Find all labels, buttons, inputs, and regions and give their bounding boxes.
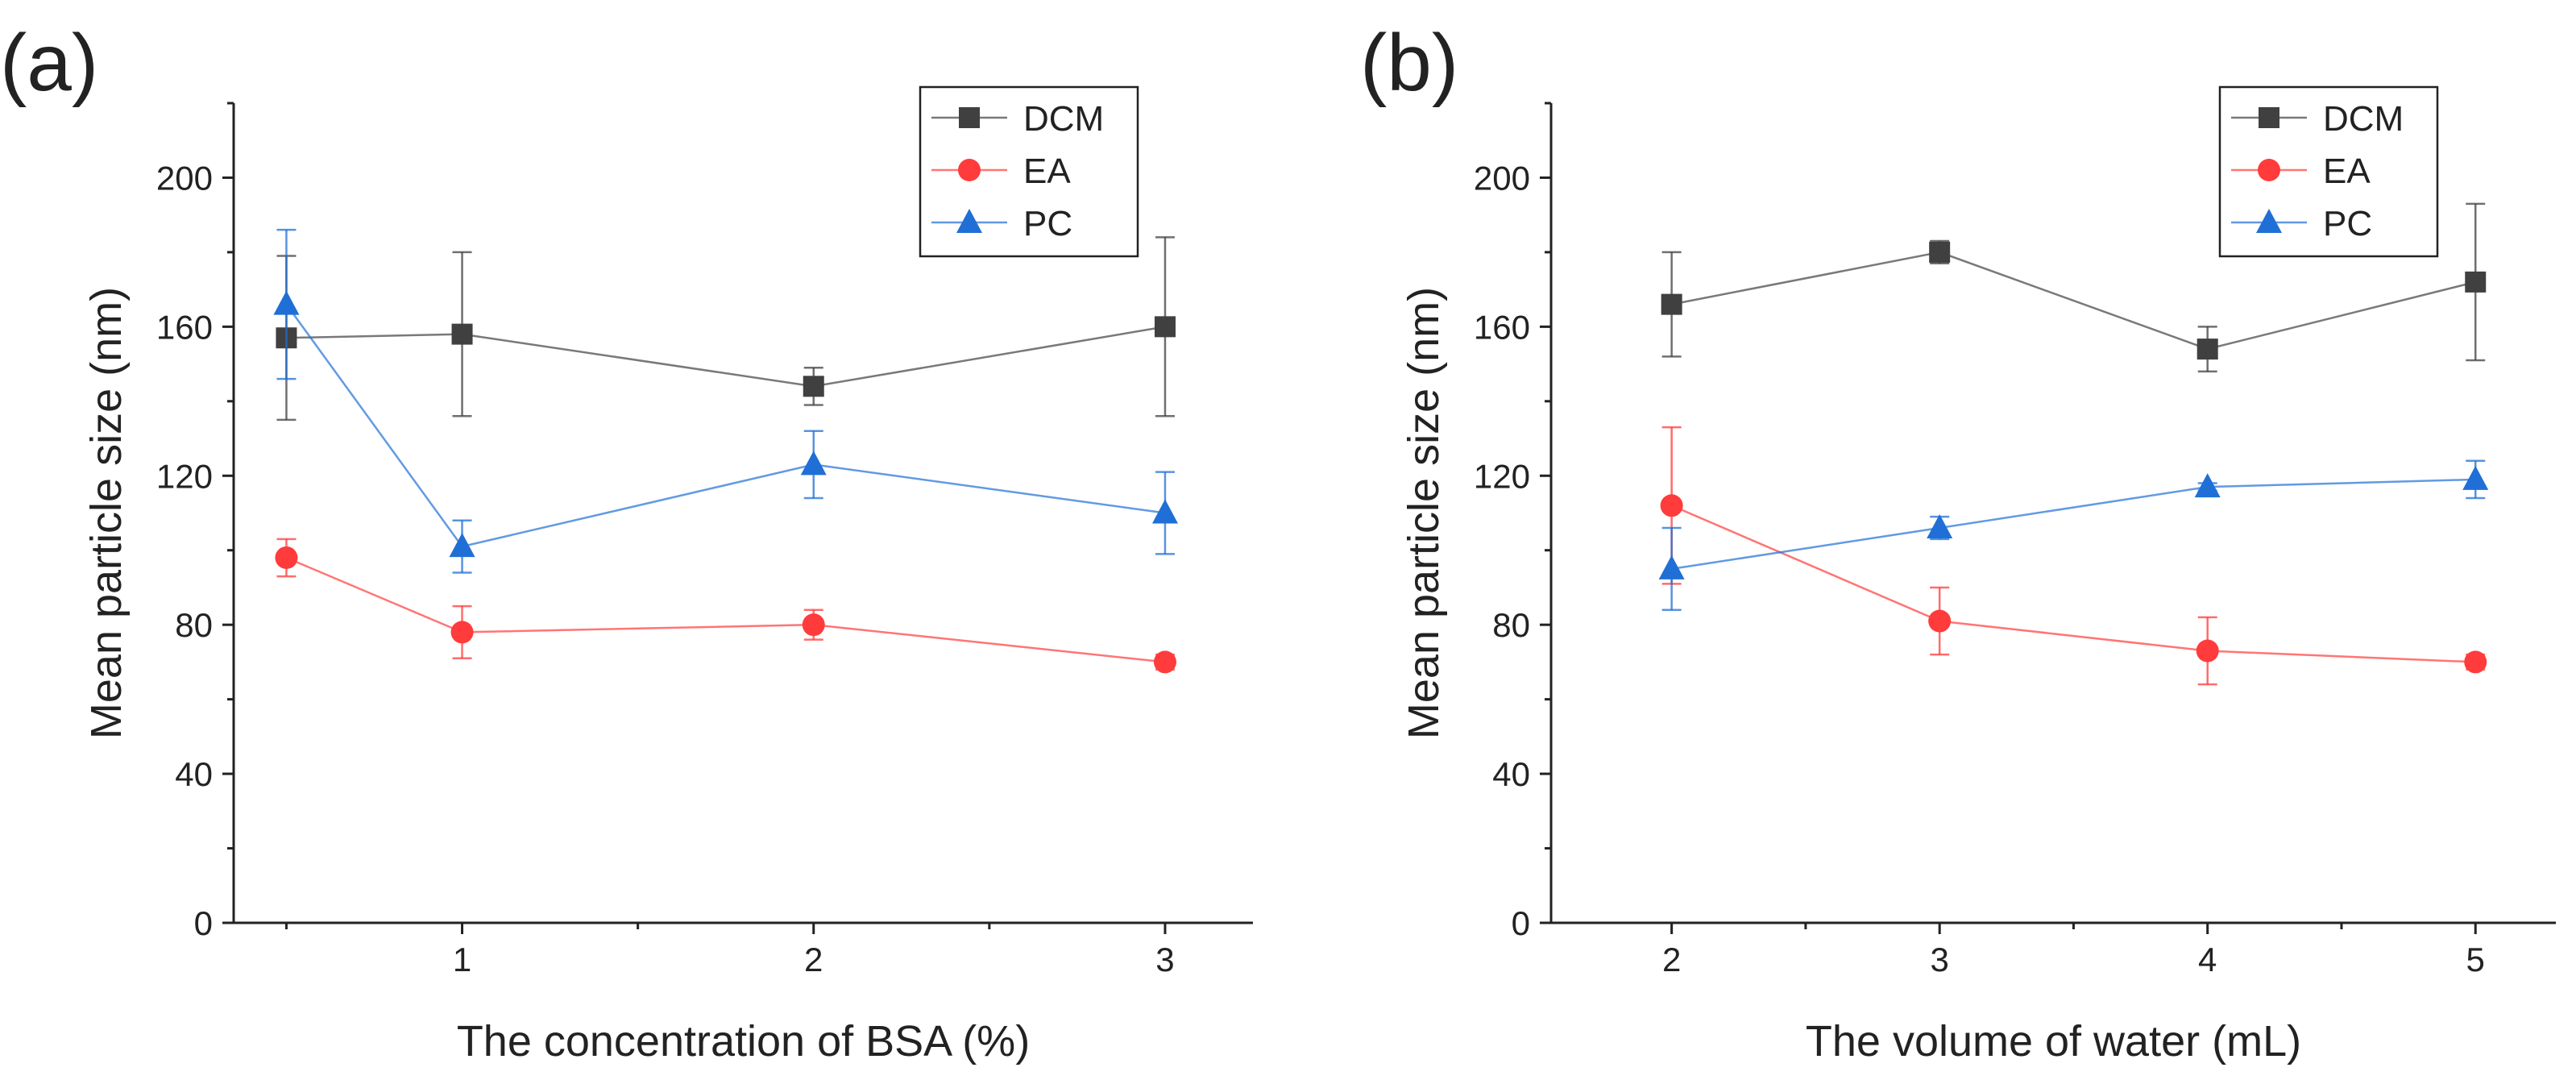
series-line	[286, 305, 1165, 546]
data-point	[1928, 610, 1951, 633]
data-point	[2197, 339, 2218, 359]
series-line	[1672, 505, 2476, 662]
y-tick-label: 80	[1492, 606, 1530, 644]
legend-label: DCM	[2323, 99, 2404, 139]
data-point	[2195, 473, 2221, 497]
legend-marker	[2258, 159, 2280, 181]
x-axis-label: The volume of water (mL)	[1806, 1017, 2301, 1065]
y-tick-label: 120	[1474, 457, 1530, 495]
data-point	[1661, 294, 1682, 315]
data-point	[801, 451, 827, 475]
x-tick-label: 3	[1930, 941, 1948, 978]
series-dcm	[276, 237, 1176, 420]
series-line	[1672, 252, 2476, 349]
y-axis-label: Mean particle size (nm)	[1400, 287, 1448, 739]
y-tick-label: 200	[156, 159, 213, 197]
data-point	[275, 546, 297, 569]
x-tick-label: 2	[804, 941, 823, 978]
series-line	[286, 326, 1165, 386]
x-tick-label: 5	[2466, 941, 2485, 978]
data-point	[803, 613, 825, 636]
y-tick-label: 0	[194, 904, 213, 942]
y-tick-label: 0	[1512, 904, 1530, 942]
data-point	[452, 324, 473, 345]
y-tick-label: 120	[156, 457, 213, 495]
series-pc	[273, 230, 1178, 572]
series-line	[286, 558, 1165, 662]
legend-label: PC	[2323, 204, 2372, 243]
y-tick-label: 40	[175, 755, 213, 793]
x-tick-label: 1	[453, 941, 471, 978]
data-point	[1661, 494, 1683, 517]
series-ea	[275, 539, 1176, 674]
legend-marker	[2259, 107, 2279, 128]
data-point	[273, 291, 299, 315]
legend-label: PC	[1023, 204, 1072, 243]
legend-marker	[958, 159, 981, 181]
panel-a: (a) 0 40 80 120 160 200 1 2 3 The concentration of…	[0, 18, 1253, 1065]
data-point	[803, 376, 824, 397]
legend-label: EA	[1023, 152, 1071, 191]
legend-marker	[959, 107, 980, 128]
series-pc	[1659, 461, 2489, 610]
y-tick-label: 200	[1474, 159, 1530, 197]
data-point	[2196, 640, 2219, 663]
y-tick-label: 40	[1492, 755, 1530, 793]
data-point	[2464, 650, 2487, 673]
x-tick-label: 4	[2198, 941, 2217, 978]
legend: DCM EA PC	[2220, 87, 2437, 256]
series-ea	[1661, 427, 2487, 684]
figure: (a)040801201602001 2 3The concentration of…	[0, 0, 2576, 1080]
panel-label: (b)	[1360, 18, 1458, 108]
data-point	[1929, 242, 1950, 263]
legend-label: EA	[2323, 152, 2371, 191]
series-line	[1672, 480, 2476, 569]
y-tick-label: 160	[156, 308, 213, 346]
panel-b: (b) 0 40 80 120 160 200 2 3 4 5 The volume of water…	[1360, 18, 2556, 1065]
data-point	[1154, 650, 1176, 673]
x-tick-label: 3	[1155, 941, 1174, 978]
data-point	[451, 621, 474, 643]
legend: DCM EA PC	[920, 87, 1138, 256]
x-axis-label: The concentration of BSA (%)	[457, 1017, 1030, 1065]
y-axis-label: Mean particle size (nm)	[82, 287, 131, 739]
panel-label: (a)	[0, 18, 98, 108]
data-point	[2462, 466, 2488, 490]
y-tick-label: 160	[1474, 308, 1530, 346]
y-tick-label: 80	[175, 606, 213, 644]
data-point	[1155, 316, 1176, 337]
legend-label: DCM	[1023, 99, 1104, 139]
x-tick-label: 2	[1662, 941, 1681, 978]
data-point	[2465, 272, 2486, 293]
